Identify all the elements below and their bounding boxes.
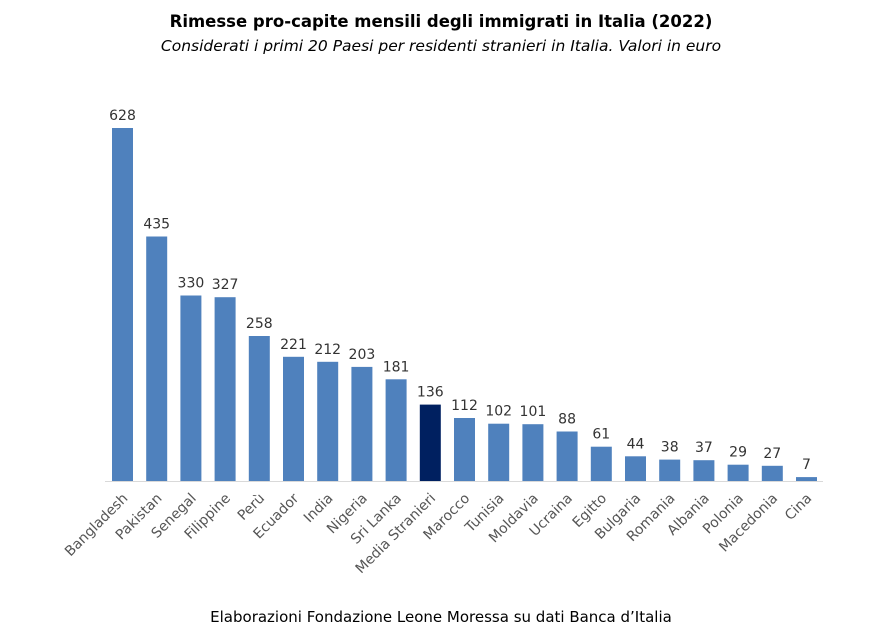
bar-ucraina [556, 431, 578, 481]
bar-filippine [214, 297, 236, 481]
value-label: 330 [178, 276, 205, 292]
value-label: 88 [558, 412, 576, 428]
bar-media-stranieri [419, 404, 441, 481]
source-note: Elaborazioni Fondazione Leone Moressa su… [210, 608, 672, 626]
value-label: 61 [592, 427, 610, 443]
value-label: 44 [627, 436, 645, 452]
value-label: 221 [280, 337, 307, 353]
value-label: 181 [383, 359, 410, 375]
value-label: 38 [661, 440, 679, 456]
value-label: 628 [109, 108, 136, 124]
bar-pakistan [146, 236, 168, 481]
bar-marocco [454, 418, 475, 481]
bars-group [112, 128, 817, 481]
value-label: 102 [485, 404, 512, 420]
value-label: 258 [246, 316, 273, 332]
value-label: 37 [695, 440, 713, 456]
value-labels-group: 628 435 330 327 258 221 212 203 181 136 112 102 101 8… [109, 108, 811, 473]
bar-macedonia [761, 465, 783, 481]
bar-ecuador [283, 356, 304, 481]
bar-tunisia [488, 423, 510, 481]
bar-bangladesh [112, 128, 133, 481]
bar-per- [248, 336, 270, 481]
chart-subtitle: Considerati i primi 20 Paesi per residen… [160, 37, 722, 55]
x-tick-label: Cina [782, 491, 815, 524]
value-label: 29 [729, 445, 747, 461]
bar-bulgaria [625, 456, 646, 481]
value-label: 7 [802, 457, 811, 473]
value-label: 101 [520, 404, 547, 420]
value-label: 27 [763, 446, 781, 462]
value-label: 327 [212, 277, 239, 293]
bar-senegal [180, 295, 202, 481]
value-label: 212 [314, 342, 341, 358]
bar-sri-lanka [385, 379, 407, 481]
bar-albania [693, 460, 715, 481]
value-label: 136 [417, 385, 444, 401]
bar-moldavia [522, 424, 544, 481]
bar-egitto [590, 446, 612, 481]
bar-cina [796, 477, 817, 481]
bar-polonia [727, 464, 749, 481]
value-label: 203 [349, 347, 376, 363]
bar-romania [659, 459, 681, 481]
value-label: 435 [143, 217, 170, 233]
bar-nigeria [351, 366, 373, 481]
chart-title: Rimesse pro-capite mensili degli immigra… [169, 12, 713, 31]
bar-india [317, 361, 339, 481]
value-label: 112 [451, 398, 478, 414]
